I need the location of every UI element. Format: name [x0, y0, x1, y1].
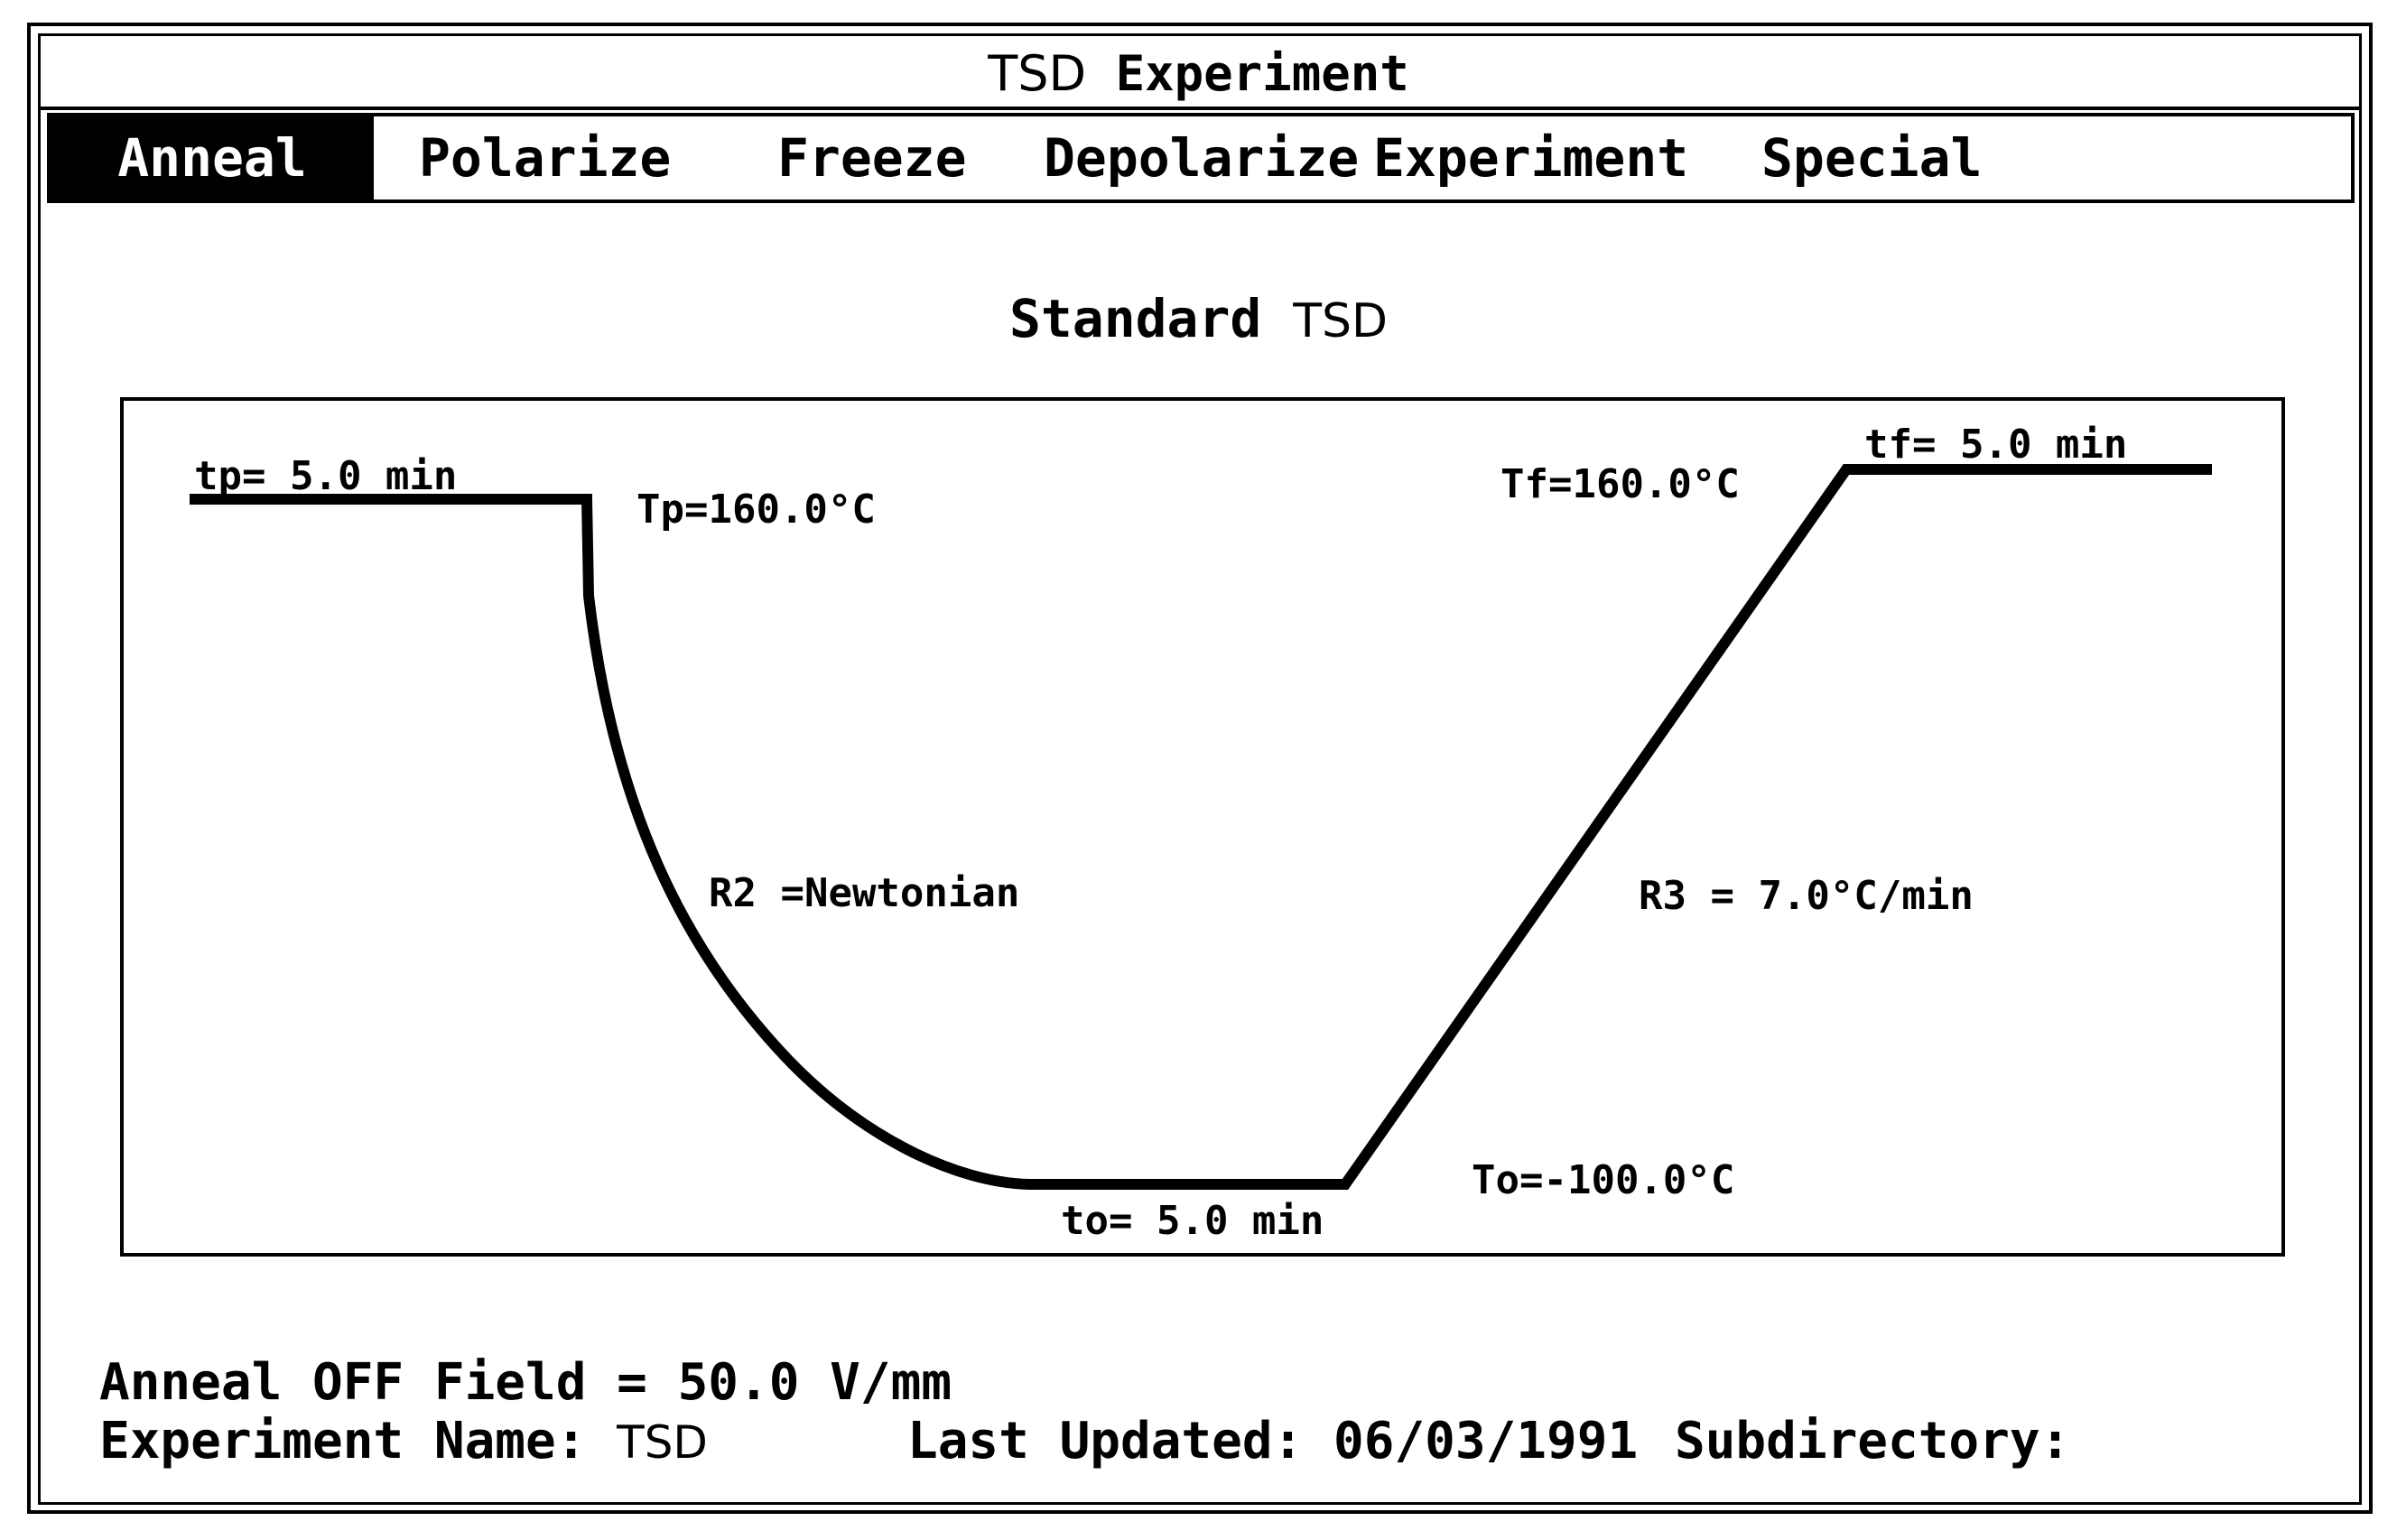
menu-special[interactable]: Special: [1761, 127, 1983, 189]
subdirectory-label: Subdirectory:: [1675, 1412, 2071, 1470]
last-updated-value: 06/03/1991: [1333, 1412, 1639, 1470]
menu-bar: Anneal Polarize Freeze Depolarize Experi…: [47, 113, 2355, 203]
anneal-field-row: Anneal OFF Field = 50.0 V/mm: [99, 1354, 952, 1412]
last-updated-row: Last Updated: 06/03/1991: [907, 1413, 1638, 1470]
R2-label[interactable]: R2 =Newtonian: [709, 870, 1020, 916]
temperature-profile-diagram: [120, 397, 2285, 1257]
subtitle-main: Standard: [1008, 288, 1262, 349]
subtitle-suffix: TSD: [1293, 294, 1389, 348]
to-label[interactable]: to= 5.0 min: [1061, 1198, 1324, 1244]
window-frame: [27, 23, 2373, 1514]
experiment-name-row: Experiment Name: TSD: [99, 1413, 708, 1471]
field-label: Anneal OFF Field =: [99, 1353, 647, 1412]
window-inner-frame: [38, 33, 2362, 1505]
tf-label[interactable]: tf= 5.0 min: [1864, 422, 2128, 468]
window-title-prefix: TSD: [988, 45, 1087, 102]
menu-freeze[interactable]: Freeze: [777, 127, 967, 189]
window-title: TSD Experiment: [0, 47, 2397, 101]
subdirectory-row: Subdirectory:: [1675, 1413, 2070, 1470]
menu-anneal[interactable]: Anneal: [51, 116, 374, 199]
tp-label[interactable]: tp= 5.0 min: [194, 453, 458, 499]
experiment-type-heading: Standard TSD: [0, 287, 2397, 353]
window-title-main: Experiment: [1115, 45, 1409, 102]
R3-label[interactable]: R3 = 7.0°C/min: [1639, 873, 1974, 919]
experiment-name-value[interactable]: TSD: [617, 1416, 708, 1469]
Tf-label[interactable]: Tf=160.0°C: [1500, 461, 1740, 507]
menu-experiment[interactable]: Experiment: [1373, 127, 1689, 189]
Tp-label[interactable]: Tp=160.0°C: [636, 487, 876, 533]
experiment-name-label: Experiment Name:: [99, 1412, 587, 1470]
To-label[interactable]: To=-100.0°C: [1472, 1157, 1735, 1203]
last-updated-label: Last Updated:: [907, 1412, 1304, 1470]
title-divider: [38, 107, 2362, 110]
field-value[interactable]: 50.0 V/mm: [677, 1353, 952, 1412]
menu-polarize[interactable]: Polarize: [419, 127, 672, 189]
menu-depolarize[interactable]: Depolarize: [1044, 127, 1360, 189]
profile-line: [190, 464, 2212, 1190]
